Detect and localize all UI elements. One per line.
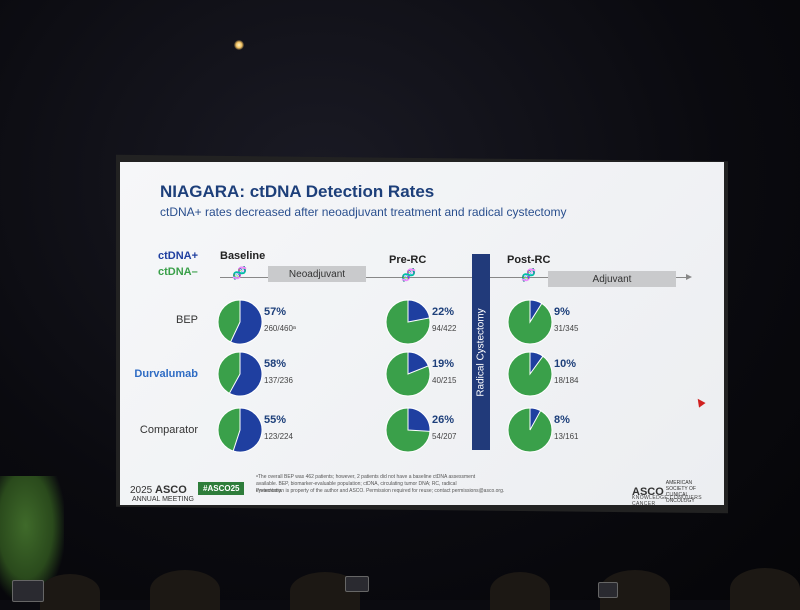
legend-ctdna-negative: ctDNA–: [158, 266, 198, 278]
row-label-comparator: Comparator: [139, 424, 198, 436]
legend-ctdna-positive: ctDNA+: [158, 250, 199, 262]
pie-slice-ctdna-positive: [407, 351, 430, 375]
pie-comparator-pre-rc: [385, 407, 431, 453]
phase-neoadjuvant: Neoadjuvant: [268, 266, 366, 282]
row-label-bep: BEP: [175, 314, 198, 326]
data-label-counts: 260/460ᵃ: [264, 324, 296, 333]
pie-slice-ctdna-positive: [529, 407, 542, 431]
data-label-counts: 40/215: [432, 376, 457, 385]
audience-head: [490, 572, 550, 610]
slide-subtitle: ctDNA+ rates decreased after neoadjuvant…: [160, 205, 567, 219]
data-label-counts: 18/184: [554, 376, 579, 385]
dna-helix-icon: 🧬: [401, 268, 416, 282]
audience-head: [40, 574, 100, 610]
timepoint-baseline: Baseline: [220, 250, 266, 262]
pie-slice-ctdna-positive: [407, 407, 431, 432]
row-label-durvalumab: Durvalumab: [134, 368, 198, 380]
data-label-percent: 22%: [432, 306, 455, 318]
pie-durvalumab-pre-rc: [385, 351, 431, 397]
data-label-counts: 13/161: [554, 432, 579, 441]
audience-phone: [345, 576, 369, 592]
asco-logo: ASCOAMERICAN SOCIETY OF CLINICAL ONCOLOG…: [632, 480, 696, 504]
asco-tagline: KNOWLEDGE CONQUERS CANCER: [632, 495, 702, 505]
pie-slice-ctdna-positive: [407, 299, 431, 323]
data-label-percent: 9%: [554, 306, 570, 318]
timeline-arrow-icon: [686, 274, 692, 280]
data-label-counts: 54/207: [432, 432, 457, 441]
ceiling-light: [234, 40, 244, 50]
presentation-slide: NIAGARA: ctDNA Detection Rates ctDNA+ ra…: [120, 162, 724, 505]
phase-adjuvant: Adjuvant: [548, 271, 676, 287]
data-label-percent: 26%: [432, 414, 455, 426]
audience-phone: [12, 580, 44, 602]
audience-silhouettes: [0, 566, 800, 610]
hashtag-badge: #ASCO25: [198, 482, 245, 495]
pie-bep-post-rc: [507, 299, 553, 345]
pie-slice-ctdna-positive: [228, 351, 263, 397]
data-label-percent: 58%: [264, 358, 287, 370]
timepoint-pre-rc: Pre-RC: [389, 254, 427, 266]
radical-cystectomy-bar: Radical Cystectomy: [472, 254, 490, 450]
data-label-counts: 94/422: [432, 324, 457, 333]
pie-durvalumab-post-rc: [507, 351, 553, 397]
pie-durvalumab-baseline: [217, 351, 263, 397]
permission-notice: Presentation is property of the author a…: [256, 488, 505, 494]
pie-slice-ctdna-positive: [529, 351, 544, 376]
timepoint-post-rc: Post-RC: [507, 254, 551, 266]
footnote: ᵃThe overall BEP was 462 patients; howev…: [256, 474, 476, 494]
pie-bep-pre-rc: [385, 299, 431, 345]
pie-comparator-baseline: [217, 407, 263, 453]
pie-slice-ctdna-positive: [229, 299, 263, 345]
radical-cystectomy-label: Radical Cystectomy: [475, 307, 487, 397]
slide-title: NIAGARA: ctDNA Detection Rates: [160, 182, 435, 201]
data-label-percent: 8%: [554, 414, 570, 426]
data-label-percent: 19%: [432, 358, 455, 370]
pie-slice-ctdna-positive: [529, 299, 543, 324]
dna-helix-icon: 🧬: [521, 268, 536, 282]
data-label-percent: 55%: [264, 414, 287, 426]
data-label-counts: 123/224: [264, 432, 293, 441]
data-label-counts: 137/236: [264, 376, 293, 385]
asco-annual-meeting-logo: 2025 ASCO ANNUAL MEETING: [130, 484, 194, 503]
audience-head: [150, 570, 220, 610]
pie-comparator-post-rc: [507, 407, 553, 453]
data-label-percent: 57%: [264, 306, 287, 318]
dna-helix-icon: 🧬: [232, 266, 247, 280]
pie-slice-ctdna-positive: [232, 407, 263, 453]
timeline-line: [220, 277, 690, 278]
data-label-counts: 31/345: [554, 324, 579, 333]
data-label-percent: 10%: [554, 358, 577, 370]
audience-phone: [598, 582, 618, 598]
pie-bep-baseline: [217, 299, 263, 345]
audience-head: [730, 568, 800, 610]
